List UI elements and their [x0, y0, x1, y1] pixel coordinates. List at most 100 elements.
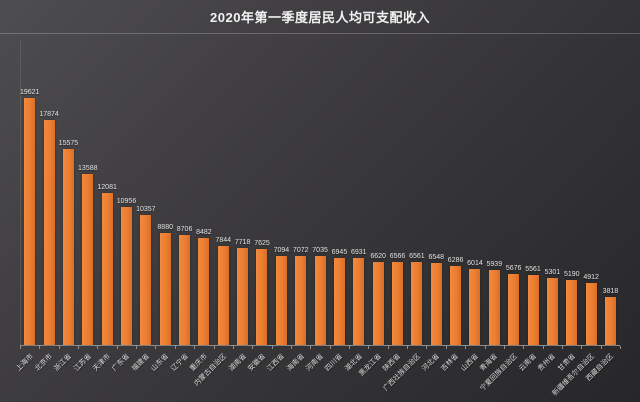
bar [295, 255, 307, 345]
bar-series: 19621 17874 15575 13588 12081 10956 10357 8880 8… [20, 88, 620, 345]
bar-value-label: 10956 [116, 198, 137, 205]
axis-tick [116, 346, 118, 349]
category-label: 上海市 [14, 353, 35, 373]
category-label: 广东省 [111, 353, 132, 373]
bar-value-label: 5561 [525, 265, 541, 273]
bar-value-label: 7844 [215, 237, 232, 245]
bar [82, 173, 94, 345]
axis-tick [39, 346, 41, 349]
category-label: 辽宁省 [169, 353, 190, 373]
bar-value-label: 6931 [351, 248, 367, 256]
bar-value-label: 6014 [467, 260, 483, 268]
category-label: 江苏省 [72, 353, 93, 373]
axis-tick [581, 346, 583, 349]
bar-slot: 12081 [97, 88, 117, 345]
bar [62, 148, 74, 345]
bar [140, 214, 152, 345]
bar [237, 247, 249, 345]
bar [392, 262, 403, 345]
category-label: 海南省 [285, 353, 306, 373]
bar-slot: 5190 [562, 88, 581, 345]
bar-slot: 4912 [581, 88, 600, 345]
bar-slot: 6620 [368, 88, 387, 345]
bar-value-label: 6945 [331, 248, 348, 256]
bar [256, 248, 268, 345]
category-label: 湖南省 [227, 353, 248, 373]
bar-slot: 7072 [291, 88, 310, 345]
axis-tick [407, 346, 409, 349]
bar-slot: 7625 [252, 88, 271, 345]
bar [333, 257, 345, 345]
bar-slot: 6286 [446, 88, 465, 345]
bar [120, 207, 132, 345]
bar-value-label: 6566 [389, 253, 406, 261]
bar [488, 270, 500, 345]
bar-slot: 7844 [214, 88, 233, 345]
category-label: 浙江省 [53, 353, 74, 373]
bar-value-label: 6620 [370, 252, 386, 260]
axis-tick [484, 346, 486, 349]
bar-slot: 7094 [272, 88, 291, 345]
axis-tick [213, 346, 215, 349]
axis-tick [78, 346, 80, 349]
bar-slot: 17874 [39, 88, 59, 345]
bar-value-label: 13588 [78, 164, 98, 172]
axis-tick [620, 346, 621, 349]
bar-value-label: 12081 [97, 183, 117, 191]
category-label: 河北省 [421, 353, 442, 373]
category-label: 贵州省 [537, 353, 558, 373]
bar [159, 233, 171, 345]
bar [217, 246, 229, 345]
bar-slot: 6561 [407, 88, 426, 345]
y-axis-line [20, 40, 21, 345]
bar-value-label: 5676 [505, 264, 522, 272]
axis-tick [329, 346, 331, 349]
axis-tick [445, 346, 447, 349]
bar [527, 274, 539, 345]
bar-slot: 6548 [427, 88, 446, 345]
axis-tick [600, 346, 602, 349]
bar [546, 278, 558, 345]
bar-slot: 6566 [388, 88, 407, 345]
chart-title: 2020年第一季度居民人均可支配收入 [210, 10, 430, 25]
axis-tick [136, 346, 138, 349]
bar [566, 279, 578, 345]
bar-slot: 8706 [175, 88, 194, 345]
bar-value-label: 8880 [157, 224, 173, 232]
bar-slot: 6014 [465, 88, 484, 345]
axis-tick [174, 346, 176, 349]
axis-tick [349, 346, 351, 349]
axis-tick [503, 346, 505, 349]
bar-value-label: 8482 [196, 229, 212, 237]
category-label: 四川省 [324, 353, 345, 373]
axis-tick [426, 346, 428, 349]
bar [179, 235, 191, 345]
bar [604, 296, 616, 345]
axis-tick [58, 346, 60, 349]
bar [430, 262, 442, 345]
bar [198, 238, 210, 345]
bar-value-label: 5939 [486, 261, 503, 269]
bar-value-label: 6561 [409, 253, 425, 261]
category-label: 吉林省 [440, 353, 461, 373]
bar-slot: 19621 [20, 88, 39, 345]
title-separator-line [0, 33, 640, 34]
axis-tick [252, 346, 254, 349]
bar [450, 265, 462, 345]
bar-value-label: 7072 [292, 246, 309, 254]
bar-slot: 6931 [349, 88, 368, 345]
bar [469, 269, 481, 345]
axis-tick [561, 346, 563, 349]
bar-value-label: 6286 [447, 256, 464, 264]
bar-slot: 8482 [194, 88, 213, 345]
axis-tick [523, 346, 525, 349]
bar [24, 98, 36, 345]
bar-slot: 3818 [601, 88, 620, 345]
axis-tick [194, 346, 196, 349]
plot-area: 19621 17874 15575 13588 12081 10956 10357 8880 8… [20, 88, 620, 346]
bar-slot: 5939 [485, 88, 504, 345]
bar-slot: 7718 [233, 88, 252, 345]
category-label: 天津市 [92, 353, 113, 373]
axis-tick [232, 346, 234, 349]
